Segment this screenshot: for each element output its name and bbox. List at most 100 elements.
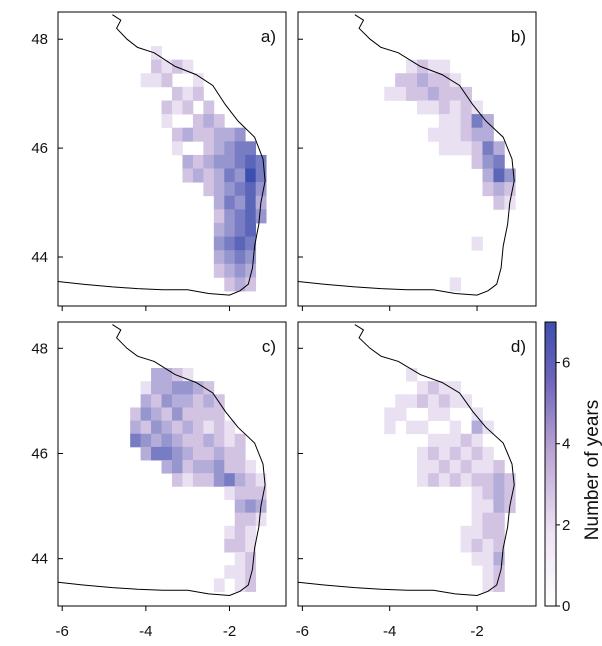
heatmap-cell bbox=[234, 195, 246, 210]
heatmap-cell bbox=[395, 86, 407, 101]
heatmap-cell bbox=[417, 460, 429, 474]
heatmap-cell bbox=[192, 381, 204, 395]
heatmap-cell bbox=[234, 154, 246, 169]
heatmap-cell bbox=[417, 473, 429, 487]
heatmap-cell bbox=[234, 236, 246, 251]
heatmap-cell bbox=[224, 263, 236, 278]
heatmap-cell bbox=[213, 114, 225, 129]
heatmap-cell bbox=[482, 460, 494, 474]
heatmap-cell bbox=[234, 538, 246, 553]
heatmap-cell bbox=[438, 433, 451, 448]
heatmap-cell bbox=[255, 473, 267, 487]
heatmap-cell bbox=[192, 86, 204, 101]
heatmap-cell bbox=[213, 407, 225, 422]
heatmap-cell bbox=[182, 168, 194, 183]
heatmap-cell bbox=[234, 263, 246, 278]
heatmap-cell bbox=[140, 381, 152, 395]
heatmap-cell bbox=[406, 59, 418, 74]
x-tick-label: -2 bbox=[223, 623, 236, 640]
heatmap-cell bbox=[192, 407, 204, 422]
heatmap-cell bbox=[471, 499, 483, 514]
heatmap-cell bbox=[438, 446, 451, 461]
heatmap-cell bbox=[493, 499, 505, 514]
heatmap-cell bbox=[245, 141, 257, 156]
heatmap-cell bbox=[224, 168, 236, 183]
heatmap-cell bbox=[449, 460, 462, 474]
heatmap-cell bbox=[471, 525, 483, 540]
heatmap-cell bbox=[504, 486, 516, 500]
heatmap-cell bbox=[224, 209, 236, 224]
heatmap-cell bbox=[224, 127, 236, 142]
heatmap-cell bbox=[172, 127, 183, 142]
heatmap-cell bbox=[471, 538, 483, 553]
heatmap-cell bbox=[245, 499, 257, 514]
heatmap-cell bbox=[172, 59, 183, 74]
coastline bbox=[298, 14, 515, 296]
heatmap-cell bbox=[151, 46, 162, 61]
heatmap-cell bbox=[213, 222, 225, 237]
heatmap-cell bbox=[471, 420, 483, 435]
heatmap-cell bbox=[504, 168, 516, 183]
heatmap-cell bbox=[482, 486, 494, 500]
heatmap-cell bbox=[384, 420, 396, 435]
heatmap-cell bbox=[234, 182, 246, 197]
heatmap-cell bbox=[224, 420, 236, 435]
heatmap-cell bbox=[438, 73, 451, 88]
heatmap-cell bbox=[213, 182, 225, 197]
heatmap-cell bbox=[161, 73, 173, 88]
heatmap-cell bbox=[224, 446, 236, 461]
heatmap-cell bbox=[504, 182, 516, 197]
panel-d: d) -6 -4 -2 bbox=[296, 321, 537, 640]
heatmap-cell bbox=[172, 420, 183, 435]
heatmap-cell bbox=[493, 154, 505, 169]
heatmap-cell bbox=[255, 512, 267, 527]
heatmap-cell bbox=[192, 168, 204, 183]
heatmap-cell bbox=[224, 433, 236, 448]
colorbar-tick-label: 4 bbox=[562, 436, 570, 453]
heatmap-cell bbox=[161, 59, 173, 74]
panel-b: b) bbox=[297, 11, 537, 311]
heatmap-cell bbox=[213, 433, 225, 448]
heatmap-cell bbox=[255, 486, 267, 500]
heatmap-cell bbox=[203, 473, 215, 487]
heatmap-cell bbox=[395, 73, 407, 88]
heatmap-cell bbox=[245, 222, 257, 237]
heatmap-cell bbox=[151, 73, 162, 88]
heatmap-cell bbox=[172, 460, 183, 474]
heatmap-cell bbox=[449, 86, 462, 101]
heatmap-cells bbox=[140, 46, 267, 292]
heatmap-cell bbox=[449, 100, 462, 115]
heatmap-cell bbox=[224, 486, 236, 500]
heatmap-cell bbox=[192, 127, 204, 142]
heatmap-cell bbox=[151, 59, 162, 74]
heatmap-cell bbox=[140, 394, 152, 408]
panels-layer: a) 44 46 48 b) c) 44 46 48 -6 -4 -2 d) -6 -4 -2 bbox=[31, 11, 537, 640]
heatmap-cell bbox=[224, 141, 236, 156]
heatmap-cell bbox=[493, 578, 505, 592]
heatmap-cell bbox=[130, 433, 142, 448]
heatmap-cell bbox=[192, 460, 204, 474]
heatmap-cell bbox=[245, 512, 257, 527]
heatmap-cell bbox=[482, 578, 494, 592]
heatmap-cell bbox=[406, 394, 418, 408]
heatmap-cell bbox=[482, 512, 494, 527]
heatmap-cell bbox=[482, 525, 494, 540]
panel-c: c) 44 46 48 -6 -4 -2 bbox=[31, 321, 287, 640]
heatmap-cell bbox=[460, 460, 472, 474]
heatmap-cell bbox=[182, 407, 194, 422]
heatmap-cell bbox=[255, 182, 267, 197]
heatmap-cell bbox=[161, 407, 173, 422]
heatmap-cell bbox=[161, 368, 173, 382]
heatmap-cell bbox=[471, 512, 483, 527]
heatmap-cell bbox=[471, 460, 483, 474]
colorbar-tick-label: 6 bbox=[562, 355, 570, 372]
heatmap-cell bbox=[417, 420, 429, 435]
heatmap-cell bbox=[417, 381, 429, 395]
heatmap-cell bbox=[449, 277, 462, 292]
heatmap-cell bbox=[192, 420, 204, 435]
y-tick-label: 46 bbox=[31, 140, 48, 157]
heatmap-cell bbox=[182, 381, 194, 395]
panel-frame bbox=[57, 321, 287, 607]
heatmap-cell bbox=[482, 168, 494, 183]
panel-frame bbox=[57, 11, 287, 307]
